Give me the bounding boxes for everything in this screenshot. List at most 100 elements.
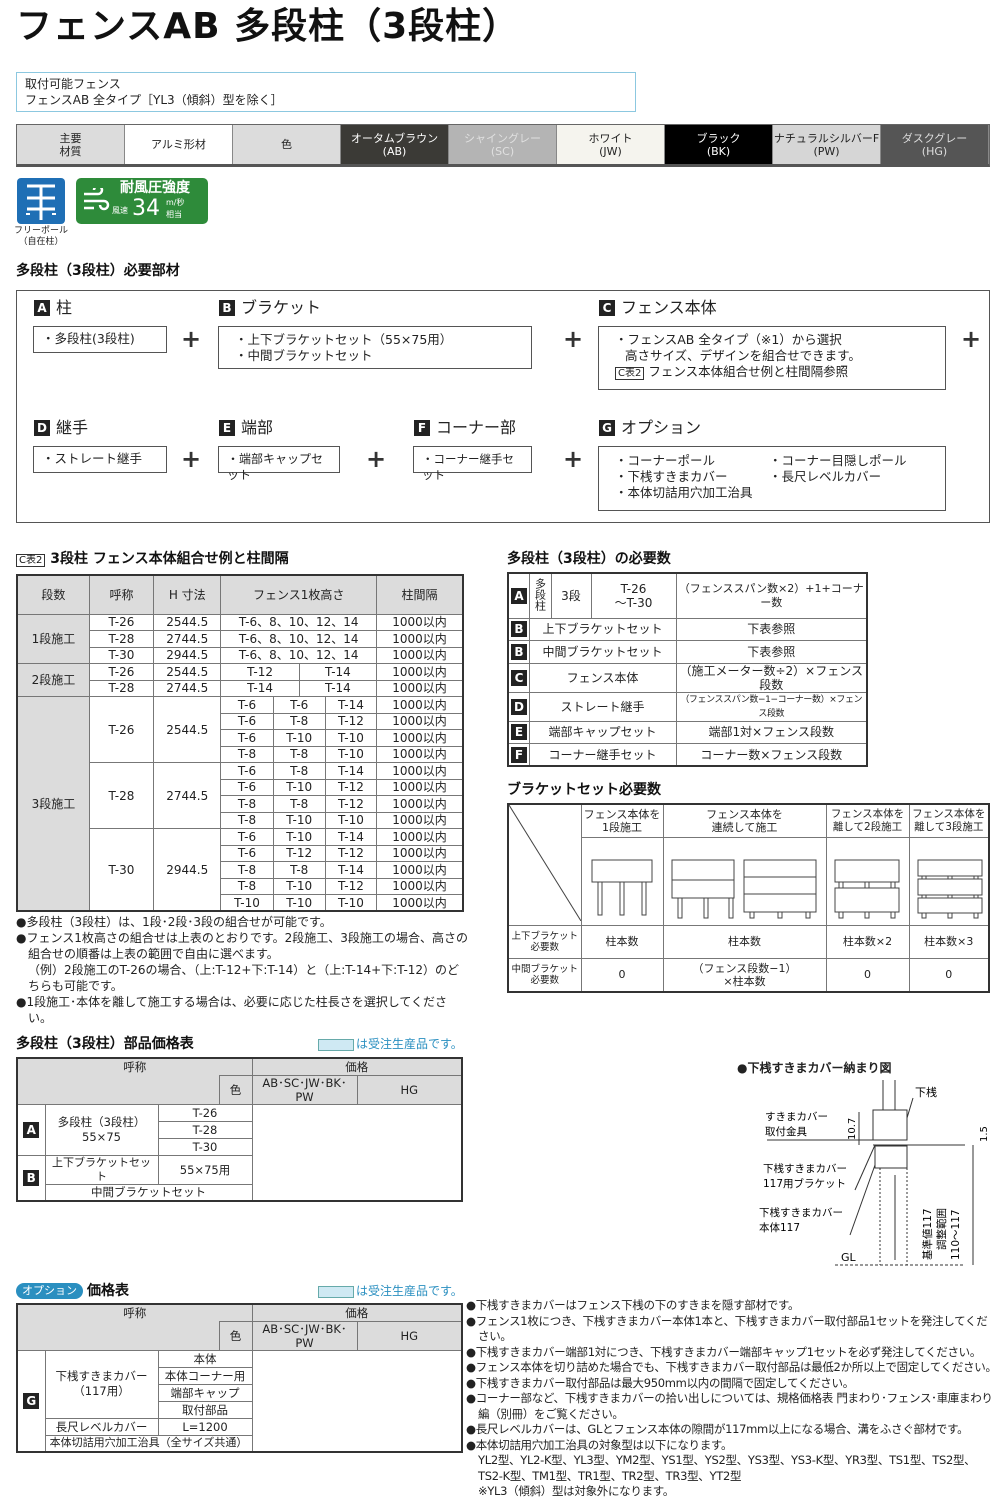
spacing-cell: 1000以内 (376, 646, 464, 664)
label-body: 本体117 (759, 1221, 800, 1234)
column-header: H 寸法 (153, 574, 222, 615)
table-row: T-28 2744.5 T-6、8、10、12、14 1000以内 (17, 630, 464, 648)
fence-height-cell: T-8 (220, 861, 274, 879)
header-color: 色 (218, 1320, 253, 1351)
fence-height-cell: T-14 (220, 679, 300, 697)
fence-height-cell: T-8 (272, 762, 326, 780)
note: ●下桟すきまカバー取付部品は最大950mm以内の間隔で固定してください。 (466, 1375, 854, 1390)
fence-panel (917, 878, 982, 896)
table-row: T-8 T-8 T-10 1000以内 (17, 745, 464, 763)
cover-item: 本体コーナー用 (157, 1366, 253, 1385)
key-d: D (511, 698, 527, 715)
parts-price-heading: 多段柱（3段柱）部品価格表 (16, 1036, 194, 1052)
table-row: T-6 T-8 T-12 1000以内 (17, 712, 464, 730)
fence-height-cell: T-6 (220, 828, 274, 846)
table-row: 中間ブラケット 必要数 0 （フェンス段数−1） ×柱本数 0 0 (507, 958, 990, 992)
model-cell: T-28 (88, 630, 155, 648)
spacing-cell: 1000以内 (376, 778, 464, 796)
compatible-fence-info: 取付可能フェンス フェンスAB 全タイプ［YL3（傾斜）型を除く］ (16, 72, 636, 112)
key-c: C (599, 300, 615, 316)
plus-sign: + (181, 445, 202, 473)
note: ●フェンス本体を切り詰めた場合でも、下桟すきまカバー取付部品は最低2か所以上で固… (466, 1360, 997, 1374)
table-row: 3段施工 T-26 2544.5 T-6 T-6 T-14 1000以内 (16, 696, 464, 912)
fence-panel (834, 887, 899, 913)
size: T-30 (157, 1137, 253, 1156)
fence-height-cell: T-6 (220, 844, 274, 862)
note: ※YL3（傾斜）型は対象外になります。 (478, 1484, 675, 1498)
part-g-box: ・コーナーポール ・コーナー目隠しポール ・下桟すきまカバー ・長尺レベルカバー… (598, 446, 946, 511)
spacing-cell: 1000以内 (376, 795, 464, 813)
label-fitting: すきまカバー (765, 1111, 828, 1123)
part-c-title: フェンス本体 (621, 298, 717, 317)
c2-heading: C表2 3段柱 フェンス本体組合せ例と柱間隔 (16, 550, 468, 570)
level-cover-name: 長尺レベルカバー (44, 1417, 159, 1436)
table-row: 上下ブラケット 必要数 柱本数 柱本数 柱本数×2 柱本数×3 (507, 925, 990, 959)
table-row: T-28 (17, 1120, 462, 1139)
wind-resistance-badge: 耐風圧強度 風速 34 m/秒 相当 (76, 178, 208, 224)
fence-height-cell: T-12 (220, 663, 300, 681)
option-price-title: 価格表 (87, 1283, 129, 1299)
part-e-label: E 端部 (219, 418, 273, 438)
fence-panel (834, 859, 899, 883)
fence-illustration (591, 859, 653, 916)
fence-height-cell: T-6 (220, 762, 274, 780)
label-gl: GL (841, 1251, 857, 1264)
fence-height-cell: T-10 (272, 811, 326, 829)
part-c-label: C フェンス本体 (599, 298, 717, 318)
fence-height-cell: T-8 (220, 877, 274, 895)
key-e: E (219, 420, 235, 436)
key-a: A (34, 300, 50, 316)
model-cell: T-28 (88, 679, 155, 697)
header-blank (16, 1075, 220, 1105)
fence-height-cell: T-6 (220, 729, 274, 747)
key-b: B (219, 300, 235, 316)
dim-range-label: 調整範囲 (935, 1208, 948, 1250)
diagonal-line (509, 804, 580, 921)
fence-height-cell: T-12 (324, 877, 378, 895)
spacing-cell: 1000以内 (376, 679, 464, 697)
fence-height-cell: T-12 (324, 844, 378, 862)
part-f-item: ・コーナー継手セット (422, 452, 514, 482)
spacing-cell: 1000以内 (376, 630, 464, 648)
fence-panel (743, 859, 816, 913)
option-price-table: 呼称 価格 色 AB･SC･JW･BK･PW HG G 下桟すきまカバー （11… (16, 1303, 463, 1453)
key-g: G (23, 1392, 40, 1409)
model-cell: T-26 (88, 663, 155, 681)
fence-height-cell: T-6 (220, 696, 274, 714)
c2-tag: C表2 (16, 554, 46, 567)
key-a: A (511, 587, 527, 604)
table-row: E 端部キャップセット 端部1対×フェンス段数 (507, 720, 868, 745)
part-c-item: ・フェンスAB 全タイプ（※1）から選択 (615, 332, 842, 347)
color-cell: アルミ形材 (125, 125, 233, 164)
page-title: フェンスAB 多段柱（3段柱） (16, 6, 520, 47)
stage-cell: 3段施工 (16, 696, 90, 912)
fence-height-cell: T-6 (220, 778, 274, 796)
fence-panel (671, 859, 734, 899)
color-cell: ホワイト (JW) (557, 125, 665, 164)
row-label: 上下ブラケット 必要数 (507, 925, 582, 959)
key-f: F (414, 420, 430, 436)
table-row: T-8 T-10 T-12 1000以内 (17, 877, 464, 895)
combination-table: 段数 呼称 H 寸法 フェンス1枚高さ 柱間隔 1段施工 T-26 2544.5 T-6、8、1… (16, 574, 464, 912)
fence-height-cell: T-8 (272, 712, 326, 730)
required-heading: 多段柱（3段柱）の必要数 (507, 551, 671, 567)
fence-height-cell: T-14 (324, 861, 378, 879)
parts-heading: 多段柱（3段柱）必要部材 (16, 263, 180, 279)
spacing-cell: 1000以内 (376, 663, 464, 681)
fence-3-stage-illustration (908, 837, 990, 926)
spacing-cell: 1000以内 (376, 877, 464, 895)
header-blank (16, 1321, 220, 1351)
fence-height-cell: T-12 (324, 795, 378, 813)
col-header: フェンス本体を 1段施工 (580, 803, 664, 839)
color-cell: オータムブラウン (AB) (341, 125, 449, 164)
fence-2-stage-illustration (825, 837, 910, 926)
table-row: T-8 T-8 T-12 1000以内 (17, 795, 464, 813)
column-header: 柱間隔 (376, 574, 464, 615)
table-row: T-6 T-10 T-12 1000以内 (17, 778, 464, 796)
part-g-item: ・長尺レベルカバー (769, 469, 882, 484)
color-cell: シャイングレー (SC) (449, 125, 557, 164)
wind-suffix: 相当 (166, 210, 182, 219)
part-c-ref: フェンス本体組合せ例と柱間隔参照 (648, 364, 849, 379)
fence-height-cell: T-10 (220, 894, 274, 912)
row-label: 中間ブラケット 必要数 (507, 958, 582, 992)
